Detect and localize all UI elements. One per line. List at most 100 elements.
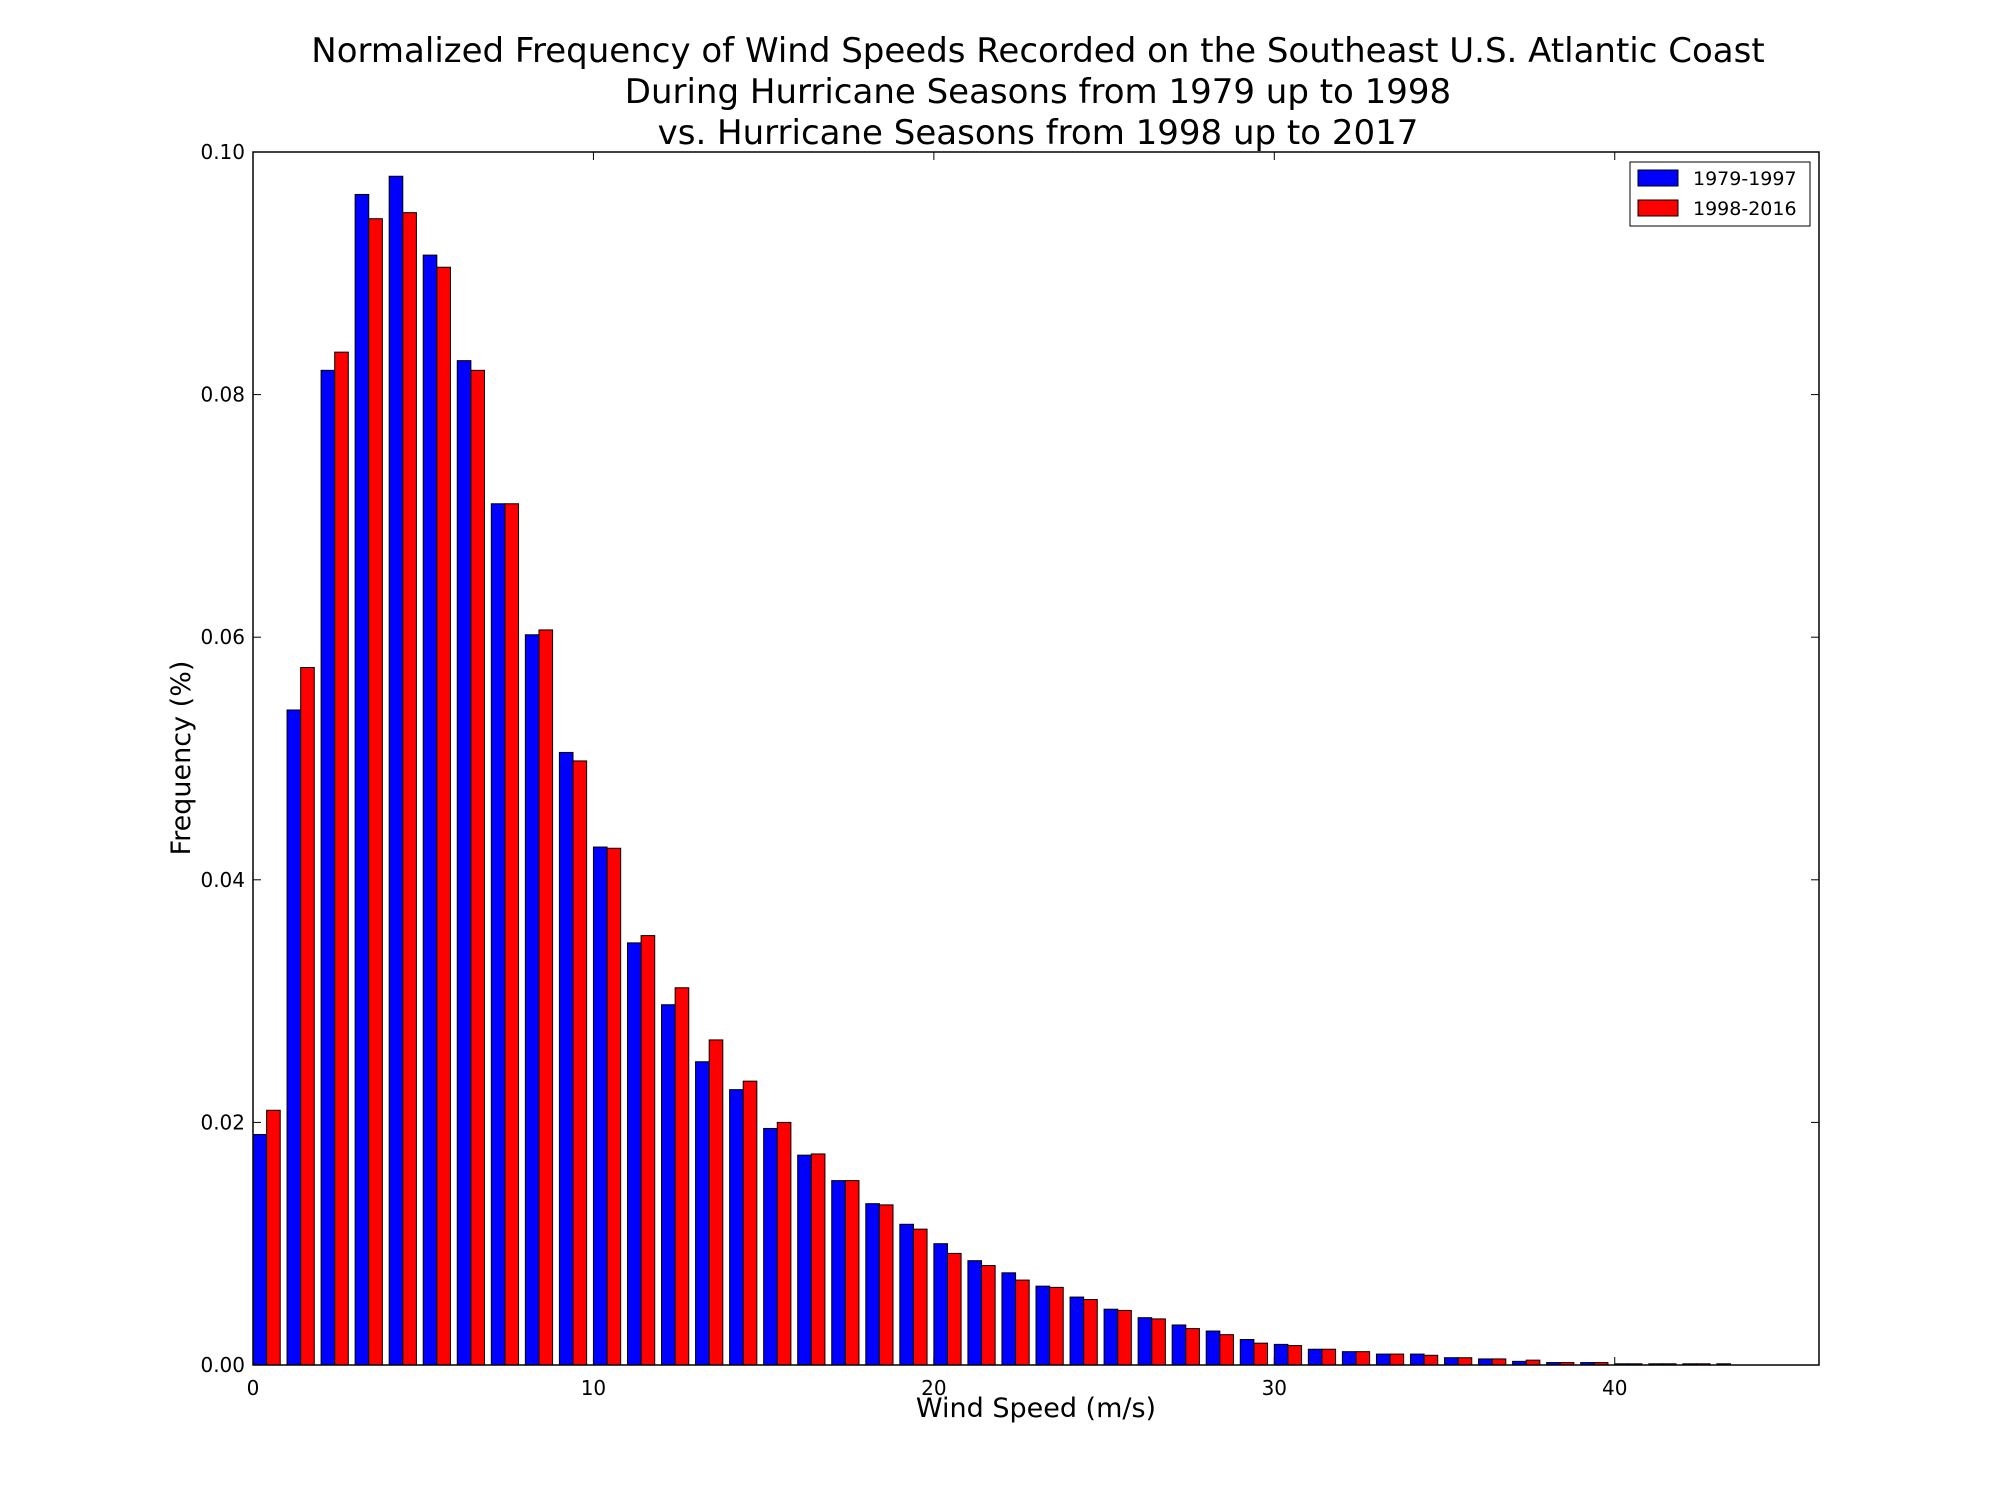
bar-series-1-11 [626, 942, 642, 1366]
bar-series-1-8 [524, 634, 540, 1366]
bar-series-1-13 [695, 1061, 710, 1366]
bar-series-1-16 [797, 1154, 812, 1366]
y-axis-ticks: 0.00 0.02 0.04 0.06 0.08 0.10 [200, 140, 1819, 1377]
x-axis-ticks: 0 10 20 30 40 [247, 152, 1627, 1400]
legend: 1979-1997 1998-2016 [1629, 161, 1811, 227]
bar-series-2-1 [300, 667, 315, 1366]
bar-series-1-15 [763, 1127, 778, 1366]
bar-series-2-20 [946, 1252, 962, 1366]
bar-series-1-9 [558, 751, 574, 1366]
bar-series-1-12 [661, 1004, 676, 1366]
bar-series-1-31 [1307, 1348, 1323, 1366]
bar-series-2-5 [436, 266, 451, 1366]
bar-series-2-22 [1015, 1279, 1030, 1366]
bar-series-2-4 [402, 212, 417, 1366]
y-tick-label: 0.06 [200, 625, 245, 649]
bar-series-2-28 [1219, 1334, 1234, 1366]
bar-series-2-35 [1457, 1357, 1473, 1366]
bar-series-1-19 [899, 1223, 914, 1366]
bar-series-1-28 [1205, 1330, 1221, 1366]
bar-series-1-10 [592, 846, 608, 1366]
bar-series-1-34 [1409, 1353, 1425, 1366]
bar-series-1-35 [1444, 1357, 1459, 1366]
bar-series-2-15 [776, 1121, 792, 1366]
bar-series-1-1 [286, 709, 302, 1366]
y-tick-label: 0.04 [200, 868, 245, 892]
bar-series-1-18 [865, 1203, 880, 1366]
bar-series-2-30 [1287, 1345, 1303, 1366]
bar-series-1-32 [1341, 1351, 1357, 1366]
bar-series-2-6 [470, 369, 485, 1366]
bar-series-1-5 [422, 254, 438, 1366]
bar-series-1-29 [1239, 1339, 1255, 1366]
bar-series-1-23 [1035, 1285, 1051, 1366]
bar-series-2-3 [368, 218, 383, 1366]
bar-series-2-19 [912, 1228, 928, 1366]
bar-series-1-4 [388, 175, 404, 1366]
x-tick-label: 20 [921, 1376, 946, 1400]
bar-series-2-17 [844, 1180, 860, 1366]
y-axis-label: Frequency (%) [166, 661, 197, 856]
bar-series-1-6 [456, 360, 472, 1366]
bar-series-1-25 [1103, 1308, 1119, 1366]
bar-series-2-24 [1083, 1298, 1098, 1366]
bar-series-1-20 [933, 1243, 948, 1366]
bar-series-2-11 [640, 935, 656, 1366]
bar-series-2-26 [1151, 1318, 1166, 1366]
x-tick-label: 30 [1262, 1376, 1287, 1400]
bar-series-2-12 [674, 987, 690, 1366]
legend-label-1998-2016: 1998-2016 [1693, 198, 1797, 220]
bar-series-1-24 [1069, 1296, 1085, 1366]
x-axis-label: Wind Speed (m/s) [916, 1393, 1156, 1424]
chart-title-line-1: Normalized Frequency of Wind Speeds Reco… [311, 31, 1764, 71]
chart-title: Normalized Frequency of Wind Speeds Reco… [311, 31, 1764, 153]
bar-series-2-7 [504, 503, 520, 1366]
bar-series-2-14 [742, 1080, 758, 1366]
bar-series-1-36 [1478, 1358, 1493, 1366]
bar-series-1-21 [967, 1260, 983, 1366]
legend-swatch-1998-2016 [1637, 199, 1679, 217]
chart-title-line-2: During Hurricane Seasons from 1979 up to… [625, 72, 1451, 112]
bar-series-2-9 [572, 760, 588, 1366]
bar-series-1-33 [1375, 1353, 1391, 1366]
bar-series-2-0 [266, 1109, 281, 1366]
bar-series-2-29 [1253, 1342, 1268, 1366]
bars-group [252, 175, 1731, 1366]
x-tick-label: 0 [247, 1376, 260, 1400]
bar-series-2-18 [878, 1204, 894, 1366]
bar-series-2-31 [1321, 1348, 1337, 1366]
plot-frame [252, 151, 1820, 1366]
bar-series-2-21 [981, 1265, 996, 1366]
x-tick-label: 40 [1602, 1376, 1627, 1400]
bar-series-1-17 [831, 1180, 846, 1366]
bar-series-2-36 [1491, 1358, 1507, 1366]
y-tick-label: 0.10 [200, 140, 245, 164]
bar-series-1-7 [490, 503, 506, 1366]
bar-series-1-2 [320, 369, 336, 1366]
bar-series-2-27 [1185, 1328, 1200, 1366]
chart-title-line-3: vs. Hurricane Seasons from 1998 up to 20… [658, 113, 1419, 153]
bar-series-1-27 [1171, 1324, 1187, 1366]
bar-series-2-25 [1117, 1309, 1132, 1366]
bar-series-1-14 [729, 1089, 744, 1366]
bar-series-2-34 [1423, 1354, 1439, 1366]
bar-series-2-33 [1389, 1353, 1405, 1366]
bar-series-1-22 [1001, 1272, 1017, 1366]
bar-series-2-8 [538, 629, 554, 1366]
y-tick-label: 0.00 [200, 1353, 245, 1377]
bar-series-1-26 [1137, 1317, 1153, 1366]
bar-series-2-23 [1049, 1286, 1064, 1366]
bar-series-1-30 [1273, 1343, 1289, 1366]
bar-series-2-16 [810, 1153, 826, 1366]
bar-series-1-0 [252, 1134, 268, 1366]
legend-swatch-1979-1997 [1637, 169, 1679, 187]
y-tick-label: 0.08 [200, 383, 245, 407]
legend-label-1979-1997: 1979-1997 [1693, 168, 1797, 190]
bar-series-2-10 [606, 847, 622, 1366]
bar-series-2-13 [708, 1039, 724, 1366]
bar-series-1-3 [354, 193, 370, 1366]
bar-series-2-2 [334, 351, 349, 1366]
x-tick-label: 10 [581, 1376, 606, 1400]
y-tick-label: 0.02 [200, 1110, 245, 1134]
